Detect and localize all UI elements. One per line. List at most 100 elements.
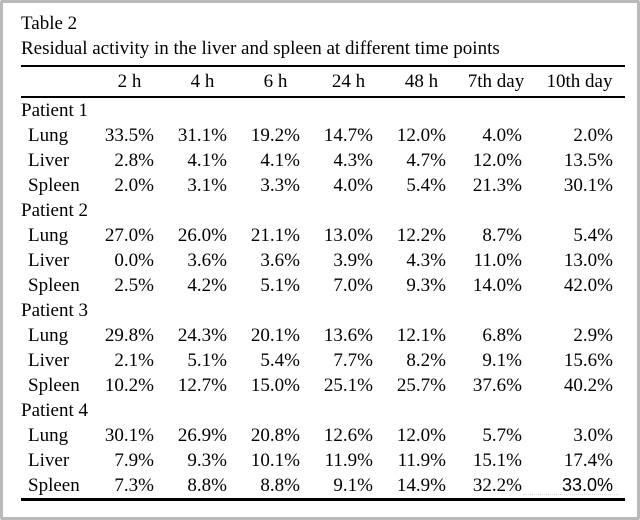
value-cell: 4.1% (260, 149, 300, 171)
value-cell: 17.4% (563, 449, 613, 471)
value-cell: 4.3% (333, 149, 373, 171)
value-cell: 4.3% (406, 249, 446, 271)
value-cell: 25.1% (323, 374, 373, 396)
value-cell: 13.5% (563, 149, 613, 171)
organ-label: Lung (28, 424, 69, 446)
value-cell: 3.6% (187, 249, 227, 271)
organ-label: Liver (28, 149, 70, 171)
organ-data-row: Liver 7.9% 9.3% 10.1% 11.9% 11.9% 15.1% 17.4% (21, 448, 625, 473)
value-cell: 8.8% (260, 474, 300, 496)
organ-data-row: Spleen 2.5% 4.2% 5.1% 7.0% 9.3% 14.0% 42.0% (21, 273, 625, 298)
column-header-4h: 4 h (166, 66, 239, 98)
value-cell: 21.1% (250, 224, 300, 246)
figure-content: Table 2 Residual activity in the liver a… (3, 3, 637, 501)
value-cell: 11.0% (473, 249, 522, 271)
value-cell: 11.9% (397, 449, 446, 471)
value-cell: 7.3% (114, 474, 154, 496)
value-cell: 4.0% (482, 124, 522, 146)
value-cell: 14.0% (472, 274, 522, 296)
value-cell: 8.7% (482, 224, 522, 246)
value-cell: 5.4% (406, 174, 446, 196)
value-cell: 2.0% (573, 124, 613, 146)
patient-label: Patient 4 (21, 399, 89, 421)
value-cell: 15.6% (563, 349, 613, 371)
value-cell: 42.0% (563, 274, 613, 296)
value-cell: 26.9% (177, 424, 227, 446)
value-cell: 8.8% (187, 474, 227, 496)
organ-label: Liver (28, 449, 70, 471)
value-cell: 33.5% (104, 124, 154, 146)
organ-label: Lung (28, 324, 69, 346)
organ-data-row: Spleen 2.0% 3.1% 3.3% 4.0% 5.4% 21.3% 30.1% (21, 173, 625, 198)
value-cell: 12.0% (472, 149, 522, 171)
value-cell: 4.0% (333, 174, 373, 196)
residual-activity-table: 2 h 4 h 6 h 24 h 48 h 7th day 10th day P… (21, 65, 625, 501)
value-cell: 9.1% (333, 474, 373, 496)
value-cell: 3.1% (187, 174, 227, 196)
value-cell: 14.7% (323, 124, 373, 146)
value-cell: 12.7% (177, 374, 227, 396)
organ-label: Liver (28, 349, 70, 371)
organ-data-row: Liver 2.8% 4.1% 4.1% 4.3% 4.7% 12.0% 13.5% (21, 148, 625, 173)
value-cell: 21.3% (472, 174, 522, 196)
value-cell: 5.4% (260, 349, 300, 371)
organ-data-row: Lung 33.5% 31.1% 19.2% 14.7% 12.0% 4.0% 2.0% (21, 123, 625, 148)
value-cell: 7.7% (333, 349, 373, 371)
column-header-6h: 6 h (239, 66, 312, 98)
value-cell: 30.1% (563, 174, 613, 196)
value-cell: 4.1% (187, 149, 227, 171)
organ-label: Spleen (28, 374, 80, 396)
value-cell: 12.2% (396, 224, 446, 246)
value-cell: 10.2% (104, 374, 154, 396)
value-cell: 2.0% (114, 174, 154, 196)
value-cell: 4.2% (187, 274, 227, 296)
value-cell: 19.2% (250, 124, 300, 146)
organ-data-row: Spleen 7.3% 8.8% 8.8% 9.1% 14.9% 32.2% 33.0% (21, 473, 625, 500)
value-cell: 12.6% (323, 424, 373, 446)
value-cell: 11.9% (324, 449, 373, 471)
value-cell: 3.6% (260, 249, 300, 271)
value-cell: 12.1% (396, 324, 446, 346)
value-cell: 2.8% (114, 149, 154, 171)
organ-label: Liver (28, 249, 70, 271)
value-cell: 29.8% (104, 324, 154, 346)
value-cell: 9.3% (187, 449, 227, 471)
organ-label: Spleen (28, 274, 80, 296)
value-cell: 24.3% (177, 324, 227, 346)
organ-label: Spleen (28, 474, 80, 496)
value-cell: 31.1% (177, 124, 227, 146)
value-cell: 20.1% (250, 324, 300, 346)
value-cell: 2.5% (114, 274, 154, 296)
patient-section-row: Patient 2 (21, 198, 625, 223)
value-cell: 6.8% (482, 324, 522, 346)
organ-label: Lung (28, 224, 69, 246)
value-cell: 3.3% (260, 174, 300, 196)
organ-data-row: Liver 0.0% 3.6% 3.6% 3.9% 4.3% 11.0% 13.0% (21, 248, 625, 273)
organ-data-row: Liver 2.1% 5.1% 5.4% 7.7% 8.2% 9.1% 15.6% (21, 348, 625, 373)
value-cell: 32.2% (472, 474, 522, 496)
value-cell: 20.8% (250, 424, 300, 446)
column-header-2h: 2 h (93, 66, 166, 98)
value-cell: 37.6% (472, 374, 522, 396)
value-cell: 33.0% (561, 475, 613, 495)
column-header-48h: 48 h (385, 66, 458, 98)
patient-label: Patient 3 (21, 299, 89, 321)
organ-label: Lung (28, 124, 69, 146)
header-empty-cell (21, 66, 93, 98)
header-row: 2 h 4 h 6 h 24 h 48 h 7th day 10th day (21, 66, 625, 98)
value-cell: 3.9% (333, 249, 373, 271)
value-cell: 15.1% (472, 449, 522, 471)
value-cell: 5.7% (482, 424, 522, 446)
value-cell: 9.3% (406, 274, 446, 296)
patient-section-row: Patient 4 (21, 398, 625, 423)
value-cell: 2.9% (573, 324, 613, 346)
column-header-7thday: 7th day (458, 66, 534, 98)
value-cell: 27.0% (104, 224, 154, 246)
value-cell: 15.0% (250, 374, 300, 396)
value-cell: 25.7% (396, 374, 446, 396)
patient-label: Patient 1 (21, 99, 89, 121)
value-cell: 7.9% (114, 449, 154, 471)
value-cell: 4.7% (406, 149, 446, 171)
value-cell: 3.0% (573, 424, 613, 446)
